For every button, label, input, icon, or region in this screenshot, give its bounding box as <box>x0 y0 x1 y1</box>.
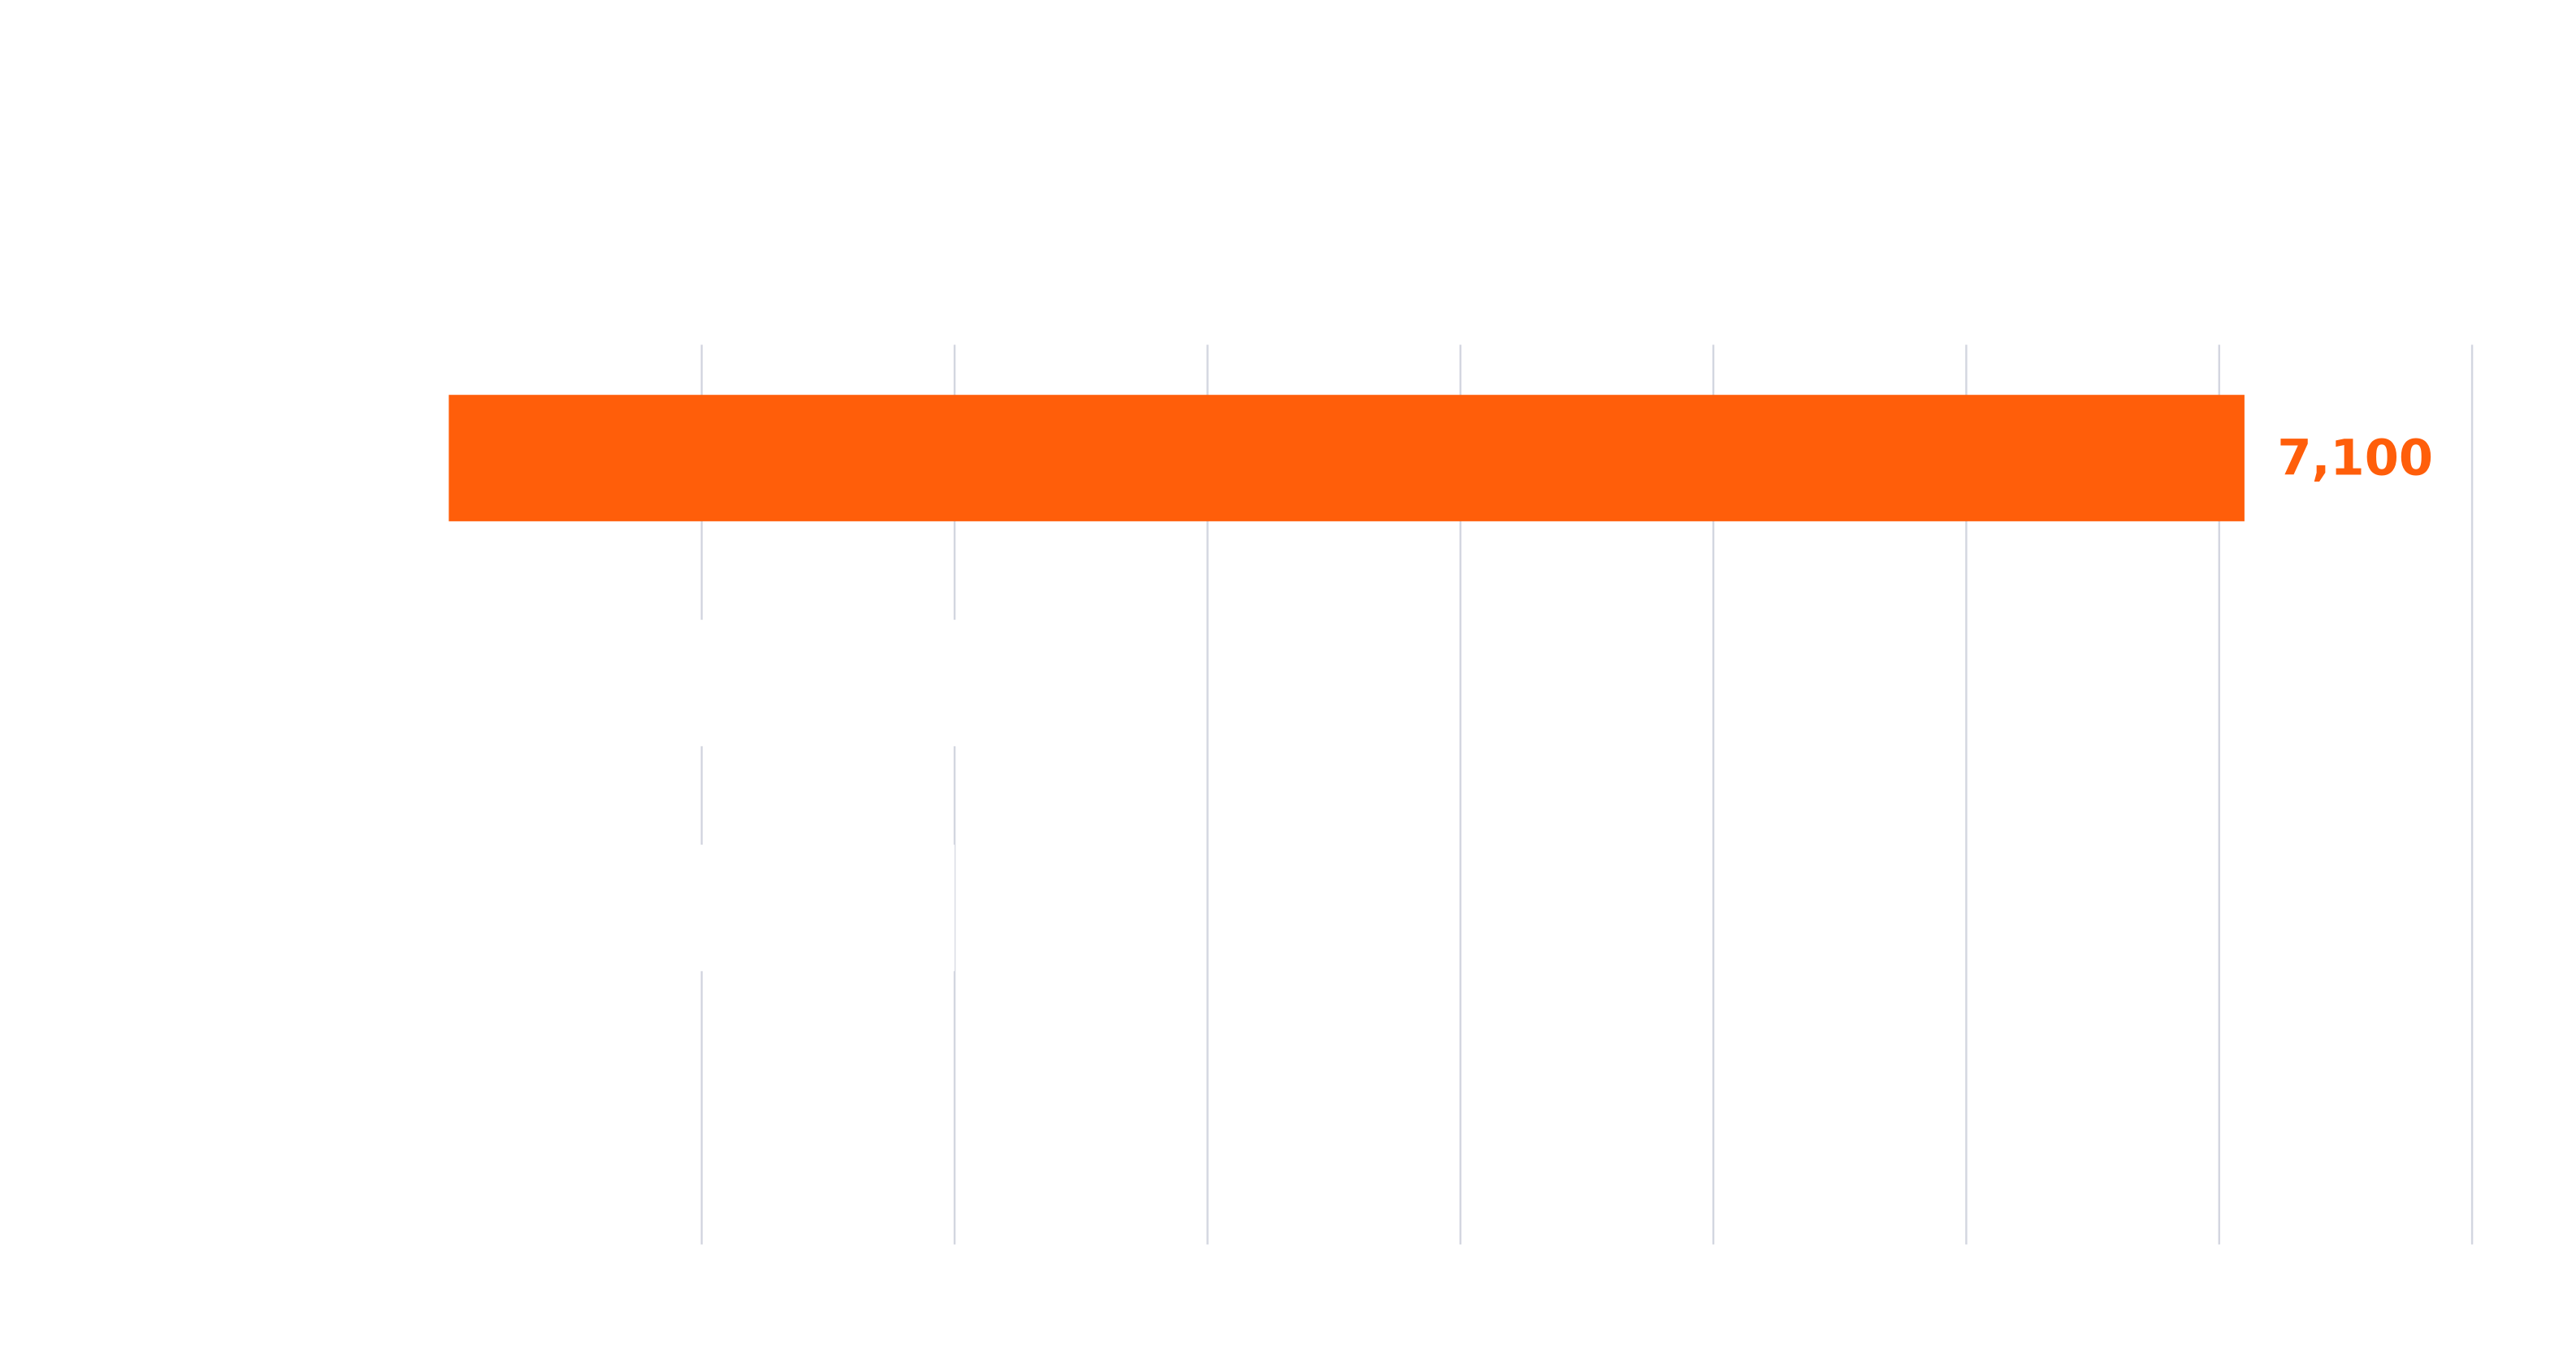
bar <box>448 845 955 971</box>
bar <box>448 395 2245 521</box>
bar <box>448 1070 677 1196</box>
bar <box>448 620 1183 746</box>
value-label: 7,100 <box>2277 430 2433 487</box>
